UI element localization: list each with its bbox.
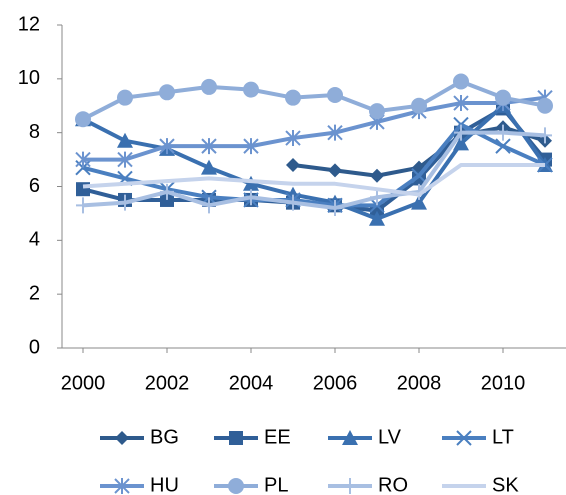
marker (369, 197, 385, 214)
marker (118, 194, 132, 211)
series-line (82, 79, 546, 121)
legend-item: RO (328, 474, 408, 495)
x-tick-label: 2000 (61, 372, 106, 394)
legend-label: LT (492, 426, 514, 448)
marker (228, 478, 244, 494)
legend-label: HU (150, 474, 179, 495)
marker (369, 210, 385, 226)
marker (286, 194, 300, 211)
marker (538, 127, 552, 144)
y-tick-label: 2 (29, 282, 40, 304)
marker (328, 163, 342, 178)
marker (328, 200, 342, 217)
y-tick-label: 12 (18, 13, 40, 35)
legend-label: LV (378, 426, 402, 448)
series-line (82, 162, 545, 197)
legend-label: SK (492, 474, 519, 495)
marker (537, 97, 553, 114)
x-tick-label: 2002 (145, 372, 190, 394)
x-tick-label: 2004 (229, 372, 274, 394)
x-tick-label: 2006 (313, 372, 358, 394)
marker (286, 157, 300, 172)
y-tick-label: 10 (18, 67, 40, 89)
marker (244, 189, 258, 206)
legend-label: BG (150, 426, 179, 448)
marker (370, 168, 384, 183)
marker (160, 192, 174, 207)
marker (453, 95, 469, 112)
marker (117, 132, 133, 148)
marker (453, 116, 469, 133)
x-tick-label: 2008 (397, 372, 442, 394)
marker (117, 151, 133, 168)
series-line (82, 122, 546, 208)
marker (114, 478, 130, 494)
marker (411, 194, 427, 210)
marker (159, 138, 175, 155)
marker (327, 124, 343, 141)
marker (201, 138, 217, 155)
marker (453, 135, 469, 151)
marker (496, 124, 510, 141)
y-tick-label: 6 (29, 175, 40, 197)
legend-label: PL (264, 474, 288, 495)
marker (495, 89, 511, 106)
marker (117, 89, 133, 106)
marker (229, 431, 243, 445)
marker (75, 111, 91, 128)
marker (202, 197, 216, 214)
marker (285, 89, 301, 106)
marker (243, 175, 259, 191)
marker (412, 171, 426, 186)
x-tick-label: 2010 (481, 372, 526, 394)
legend-item: EE (214, 426, 291, 448)
marker (75, 151, 91, 168)
marker (456, 430, 472, 446)
marker (201, 159, 217, 175)
marker (369, 103, 385, 120)
legend-item: LT (442, 426, 514, 448)
legend-item: SK (442, 474, 519, 495)
marker (243, 138, 259, 155)
marker (454, 124, 468, 141)
marker (453, 73, 469, 90)
marker (327, 86, 343, 103)
legend-item: LV (328, 426, 402, 448)
marker (285, 186, 301, 202)
legend-item: HU (100, 474, 179, 495)
marker (411, 168, 427, 184)
series-line (83, 95, 546, 162)
marker (495, 138, 511, 154)
marker (342, 430, 358, 445)
y-tick-label: 0 (29, 336, 40, 358)
marker (343, 478, 357, 494)
legend-label: EE (264, 426, 291, 448)
marker (160, 183, 174, 200)
marker (115, 431, 129, 445)
legend-item: PL (214, 474, 288, 495)
y-tick-label: 4 (29, 229, 40, 251)
marker (201, 78, 217, 95)
marker (411, 97, 427, 114)
marker (243, 81, 259, 98)
marker (76, 197, 90, 214)
marker (370, 189, 384, 206)
marker (159, 84, 175, 101)
legend-item: BG (100, 426, 179, 448)
legend-label: RO (378, 474, 408, 495)
y-tick-label: 8 (29, 121, 40, 143)
marker (285, 130, 301, 147)
